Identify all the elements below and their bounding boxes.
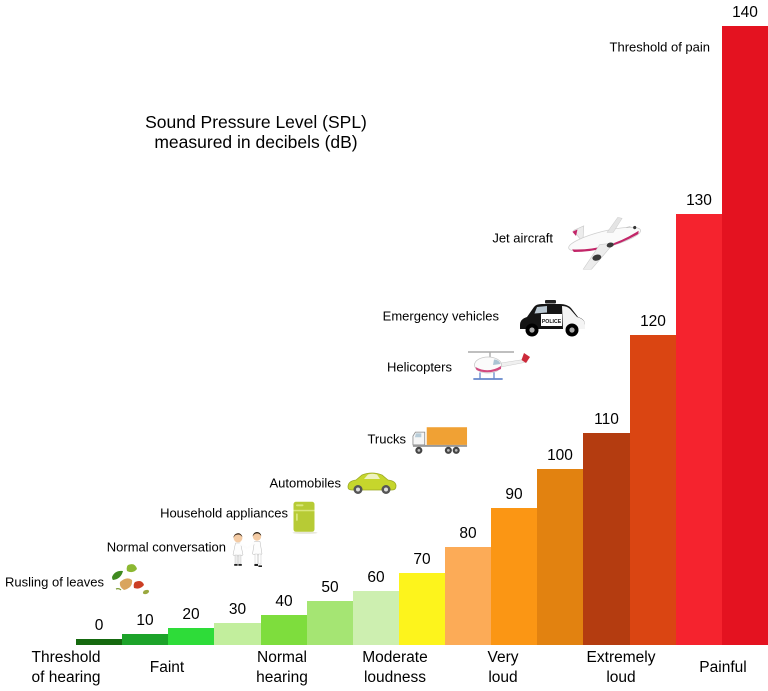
annotation-threshold-of-pain: Threshold of pain bbox=[609, 39, 710, 55]
annotation-trucks: Trucks bbox=[367, 431, 406, 447]
helicopter-icon bbox=[464, 347, 534, 389]
group-label-line: loud bbox=[606, 669, 636, 686]
bar-value-label-70: 70 bbox=[413, 551, 431, 568]
bar-value-label-130: 130 bbox=[686, 192, 712, 209]
bar-value-label-90: 90 bbox=[505, 486, 523, 503]
bar-value-label-140: 140 bbox=[732, 4, 758, 21]
bar-value-label-20: 20 bbox=[182, 606, 200, 623]
group-label-line: Painful bbox=[699, 659, 747, 676]
car-icon bbox=[344, 466, 400, 498]
bar-value-label-0: 0 bbox=[94, 617, 104, 634]
annotation-automobiles: Automobiles bbox=[269, 475, 341, 491]
chart-title-line2: measured in decibels (dB) bbox=[154, 132, 358, 152]
bar-140db bbox=[722, 26, 768, 645]
annotation-rustling-leaves: Rusling of leaves bbox=[5, 574, 104, 590]
truck-icon bbox=[410, 424, 469, 457]
annotation-household-appliances: Household appliances bbox=[160, 505, 288, 521]
annotation-emergency-vehicles: Emergency vehicles bbox=[382, 308, 499, 324]
bar-30db bbox=[214, 623, 261, 645]
bar-value-label-30: 30 bbox=[228, 601, 247, 618]
bar-90db bbox=[491, 508, 537, 645]
fridge-icon bbox=[292, 501, 319, 534]
group-label-line: Very bbox=[487, 649, 519, 666]
bar-10db bbox=[122, 634, 168, 645]
bar-value-label-60: 60 bbox=[367, 569, 385, 586]
bar-100db bbox=[537, 469, 583, 645]
bar-70db bbox=[399, 573, 445, 645]
group-label-line: of hearing bbox=[31, 669, 101, 686]
bar-60db bbox=[353, 591, 399, 645]
group-label-line: Threshold bbox=[31, 649, 101, 666]
chart-title: Sound Pressure Level (SPL) measured in d… bbox=[0, 112, 512, 152]
annotation-normal-conversation: Normal conversation bbox=[106, 539, 226, 555]
group-label-painful: Painful bbox=[653, 648, 768, 678]
group-label-line: loudness bbox=[363, 669, 427, 686]
bar-40db bbox=[261, 615, 307, 645]
group-label-line: Moderate bbox=[362, 649, 428, 666]
group-label-extremely-loud: Extremely loud bbox=[551, 648, 691, 688]
group-label-line: Faint bbox=[149, 659, 185, 676]
group-label-faint: Faint bbox=[97, 648, 237, 678]
people-icon bbox=[228, 529, 270, 571]
bar-20db bbox=[168, 628, 214, 645]
group-label-threshold-of-hearing: Threshold of hearing bbox=[0, 648, 136, 688]
group-label-very-loud: Very loud bbox=[433, 648, 573, 688]
bar-120db bbox=[630, 335, 676, 645]
group-label-line: hearing bbox=[256, 669, 308, 686]
group-label-line: Normal bbox=[257, 649, 307, 666]
jet-icon bbox=[546, 200, 656, 274]
annotation-jet-aircraft: Jet aircraft bbox=[492, 230, 553, 246]
group-label-moderate-loudness: Moderate loudness bbox=[325, 648, 465, 688]
annotation-helicopters: Helicopters bbox=[386, 359, 452, 375]
bar-0db bbox=[76, 639, 122, 645]
bar-value-label-100: 100 bbox=[547, 447, 573, 464]
group-label-line: loud bbox=[488, 669, 518, 686]
bar-value-label-50: 50 bbox=[321, 579, 339, 596]
bar-80db bbox=[445, 547, 491, 645]
police-car-icon: POLICE bbox=[515, 297, 589, 343]
group-label-line: Extremely bbox=[586, 649, 656, 666]
bar-value-label-10: 10 bbox=[136, 612, 154, 629]
svg-text:POLICE: POLICE bbox=[542, 319, 562, 325]
bar-130db bbox=[676, 214, 722, 645]
bar-110db bbox=[583, 433, 630, 645]
group-label-normal-hearing: Normal hearing bbox=[212, 648, 352, 688]
bar-value-label-40: 40 bbox=[275, 593, 293, 610]
bar-50db bbox=[307, 601, 353, 645]
bar-value-label-120: 120 bbox=[640, 313, 666, 330]
leaves-icon bbox=[108, 561, 152, 597]
bar-value-label-80: 80 bbox=[459, 525, 477, 542]
chart-title-line1: Sound Pressure Level (SPL) bbox=[145, 112, 367, 132]
bar-value-label-110: 110 bbox=[594, 411, 619, 428]
